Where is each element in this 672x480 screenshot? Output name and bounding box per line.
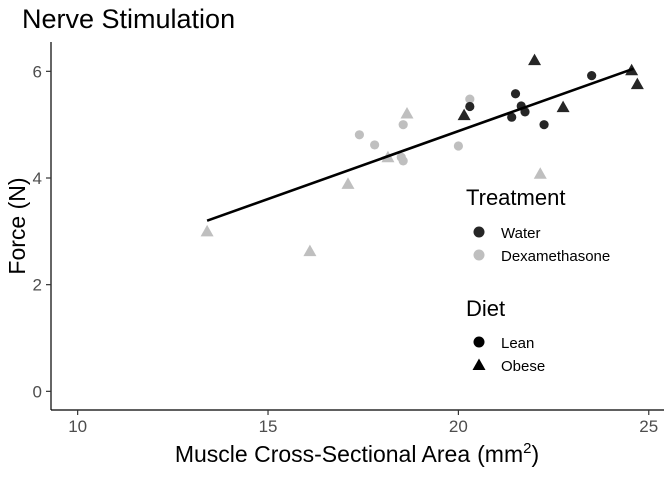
x-axis-title: Muscle Cross-Sectional Area (mm2) (175, 440, 539, 467)
y-tick-label: 2 (33, 276, 42, 295)
data-point-circle (587, 71, 597, 81)
data-point-circle (520, 107, 530, 117)
data-point-circle (507, 112, 517, 122)
data-point-triangle (533, 167, 547, 179)
data-point-circle (510, 89, 521, 99)
x-tick-label: 25 (639, 417, 658, 436)
data-point-triangle (556, 100, 570, 113)
legend-diet: Diet Lean Obese (466, 296, 545, 375)
x-tick-label: 20 (449, 417, 468, 436)
plot-area (200, 53, 644, 257)
data-point-circle (539, 120, 549, 130)
data-point-circle (370, 140, 380, 150)
data-point-circle (398, 120, 408, 130)
data-point-triangle (528, 53, 542, 66)
y-axis-title: Force (N) (4, 177, 30, 274)
data-point-circle (453, 141, 463, 151)
x-axis-unit-open: (mm (477, 441, 523, 467)
y-tick-label: 4 (33, 169, 42, 188)
data-point-triangle (341, 177, 355, 189)
legend-lean-swatch (473, 336, 485, 348)
data-point-triangle (200, 224, 214, 237)
legend-treatment-title: Treatment (466, 185, 565, 210)
x-axis-unit-exponent: 2 (523, 440, 531, 457)
legend-lean-label: Lean (501, 335, 534, 352)
legend-obese-swatch (472, 358, 486, 370)
y-tick-label: 0 (33, 382, 42, 401)
legend-dexamethasone-swatch (473, 249, 485, 261)
legend-treatment: Treatment Water Dexamethasone (466, 185, 610, 265)
regression-line (206, 67, 634, 222)
data-point-circle (398, 156, 408, 166)
legend-dexamethasone-label: Dexamethasone (501, 248, 610, 265)
data-point-triangle (630, 77, 644, 90)
legend-water-label: Water (501, 225, 540, 242)
data-point-triangle (303, 244, 317, 257)
x-axis-label: Muscle Cross-Sectional Area (175, 441, 470, 467)
y-axis-ticks: 0 2 4 6 (33, 62, 51, 401)
data-point-triangle (457, 108, 471, 121)
y-tick-label: 6 (33, 62, 42, 81)
data-point-circle (465, 101, 475, 112)
legend-diet-title: Diet (466, 296, 505, 321)
legend-obese-label: Obese (501, 358, 545, 375)
data-point-circle (465, 94, 475, 104)
data-point-circle (354, 130, 365, 140)
data-point-triangle (400, 106, 414, 119)
x-tick-label: 15 (259, 417, 278, 436)
x-axis-unit-close: ) (531, 441, 539, 467)
legend-water-swatch (473, 226, 485, 238)
chart-title: Nerve Stimulation (22, 4, 235, 34)
x-axis-ticks: 10 15 20 25 (68, 410, 658, 436)
x-tick-label: 10 (68, 417, 87, 436)
